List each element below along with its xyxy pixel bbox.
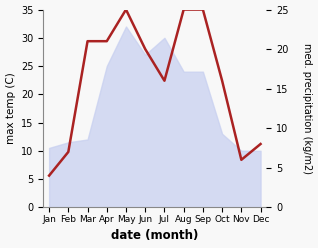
X-axis label: date (month): date (month) [111, 229, 198, 243]
Y-axis label: med. precipitation (kg/m2): med. precipitation (kg/m2) [302, 43, 313, 174]
Y-axis label: max temp (C): max temp (C) [5, 72, 16, 144]
